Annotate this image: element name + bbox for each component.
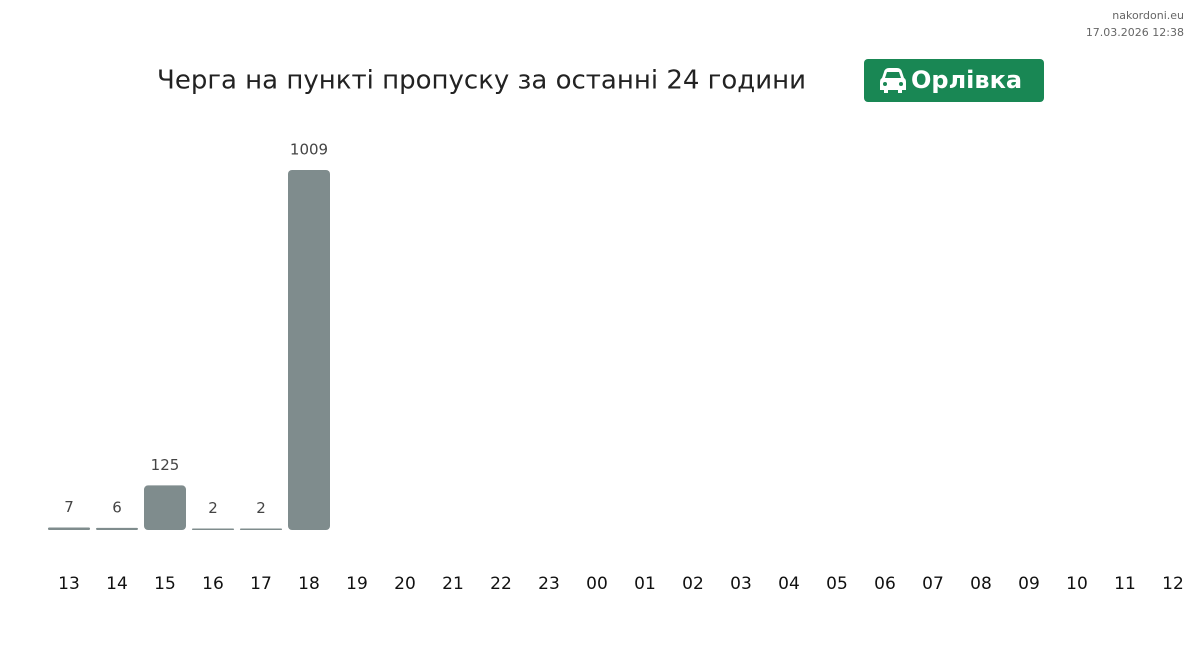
x-tick-label: 10 xyxy=(1066,574,1088,594)
value-label: 6 xyxy=(112,498,122,516)
bar xyxy=(192,528,234,530)
x-tick-label: 04 xyxy=(778,574,800,594)
bar xyxy=(288,170,330,530)
x-tick-label: 11 xyxy=(1114,574,1136,594)
x-tick-label: 13 xyxy=(58,574,80,594)
x-tick-label: 01 xyxy=(634,574,656,594)
x-tick-label: 23 xyxy=(538,574,560,594)
badge xyxy=(864,59,1044,102)
x-tick-label: 00 xyxy=(586,574,608,594)
x-tick-label: 08 xyxy=(970,574,992,594)
x-tick-label: 05 xyxy=(826,574,848,594)
x-tick-label: 02 xyxy=(682,574,704,594)
x-tick-label: 07 xyxy=(922,574,944,594)
car-icon xyxy=(880,68,906,93)
bar xyxy=(240,528,282,530)
value-label: 2 xyxy=(208,499,218,517)
value-label: 7 xyxy=(64,498,74,516)
timestamp: 17.03.2026 12:38 xyxy=(1086,26,1184,39)
x-tick-label: 15 xyxy=(154,574,176,594)
x-tick-label: 09 xyxy=(1018,574,1040,594)
x-tick-label: 16 xyxy=(202,574,224,594)
x-tick-label: 06 xyxy=(874,574,896,594)
badge-label: Орлівка xyxy=(911,66,1022,94)
value-label: 2 xyxy=(256,499,266,517)
x-tick-label: 17 xyxy=(250,574,272,594)
x-tick-label: 12 xyxy=(1162,574,1184,594)
x-tick-label: 14 xyxy=(106,574,128,594)
x-tick-label: 18 xyxy=(298,574,320,594)
source: nakordoni.eu xyxy=(1112,9,1184,22)
value-label: 1009 xyxy=(290,141,328,159)
chart-title: Черга на пункті пропуску за останні 24 г… xyxy=(157,66,806,96)
x-tick-label: 19 xyxy=(346,574,368,594)
bar xyxy=(48,527,90,530)
bar xyxy=(144,485,186,530)
x-tick-label: 22 xyxy=(490,574,512,594)
bar xyxy=(96,527,138,530)
x-tick-label: 21 xyxy=(442,574,464,594)
value-label: 125 xyxy=(151,456,180,474)
x-tick-label: 20 xyxy=(394,574,416,594)
x-tick-label: 03 xyxy=(730,574,752,594)
